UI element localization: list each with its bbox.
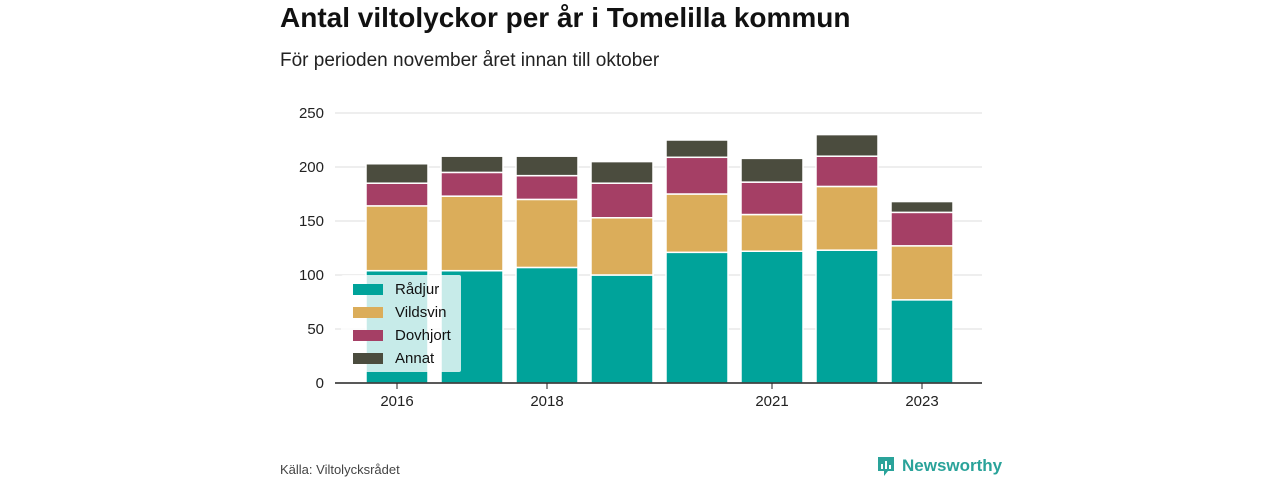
legend-label: Dovhjort [395, 326, 451, 344]
legend-swatch [353, 329, 383, 341]
bar-segment [665, 193, 729, 254]
legend: Rådjur Vildsvin Dovhjort Annat [341, 275, 461, 372]
bar-segment [440, 195, 504, 272]
bar-segment [515, 155, 579, 177]
y-tick-label: 100 [299, 267, 324, 284]
legend-swatch [353, 306, 383, 318]
legend-label: Annat [395, 349, 435, 367]
bar-segment [815, 133, 879, 157]
y-tick-label: 150 [299, 213, 324, 230]
bar-segment [515, 266, 579, 384]
brand-name: Newsworthy [902, 456, 1003, 475]
bar-segment [890, 245, 954, 301]
bar-segment [665, 251, 729, 384]
bar-segment [815, 155, 879, 188]
x-tick-label: 2021 [755, 393, 788, 410]
bar-segment [740, 213, 804, 252]
bar-segment [740, 157, 804, 183]
legend-label: Rådjur [395, 280, 440, 298]
y-tick-label: 200 [299, 159, 324, 176]
legend-label: Vildsvin [395, 303, 447, 321]
y-tick-label: 250 [299, 105, 324, 122]
legend-item: Annat [353, 348, 434, 368]
bar-segment [365, 205, 429, 272]
x-axis: 2016 2018 2021 2023 [335, 382, 982, 410]
newsworthy-logo-icon [878, 457, 894, 476]
bar-segment [890, 299, 954, 384]
bar-segment [740, 181, 804, 216]
bar-segment [890, 200, 954, 214]
chart-title: Antal viltolyckor per år i Tomelilla kom… [280, 2, 851, 33]
legend-item: Rådjur [353, 279, 439, 299]
chart-subtitle: För perioden november året innan till ok… [280, 50, 660, 71]
bar-segment [740, 250, 804, 384]
legend-item: Dovhjort [353, 325, 451, 345]
source-note: Källa: Viltolycksrådet [280, 462, 400, 477]
bar-segment [890, 211, 954, 247]
bar-segment [590, 274, 654, 384]
bar-segment [815, 185, 879, 251]
bar-segment [590, 160, 654, 184]
y-tick-label: 0 [316, 375, 324, 392]
x-tick-label: 2018 [530, 393, 563, 410]
legend-swatch [353, 283, 383, 295]
bar-segment [365, 163, 429, 184]
bar-segment [440, 155, 504, 174]
legend-swatch [353, 352, 383, 364]
bar-segment [515, 174, 579, 201]
bar-segment [365, 182, 429, 207]
x-tick-label: 2023 [905, 393, 938, 410]
legend-item: Vildsvin [353, 302, 446, 322]
y-axis-ticks: 0 50 100 150 200 250 [299, 105, 324, 392]
bar-segment [815, 249, 879, 384]
bar-segment [665, 156, 729, 195]
bar-segment [590, 182, 654, 219]
bar-segment [665, 139, 729, 159]
brand-logo: Newsworthy [876, 455, 1002, 477]
bar-segment [440, 171, 504, 197]
x-tick-label: 2016 [380, 393, 413, 410]
bar-segment [515, 198, 579, 269]
bar-segment [590, 217, 654, 276]
y-tick-label: 50 [307, 321, 324, 338]
